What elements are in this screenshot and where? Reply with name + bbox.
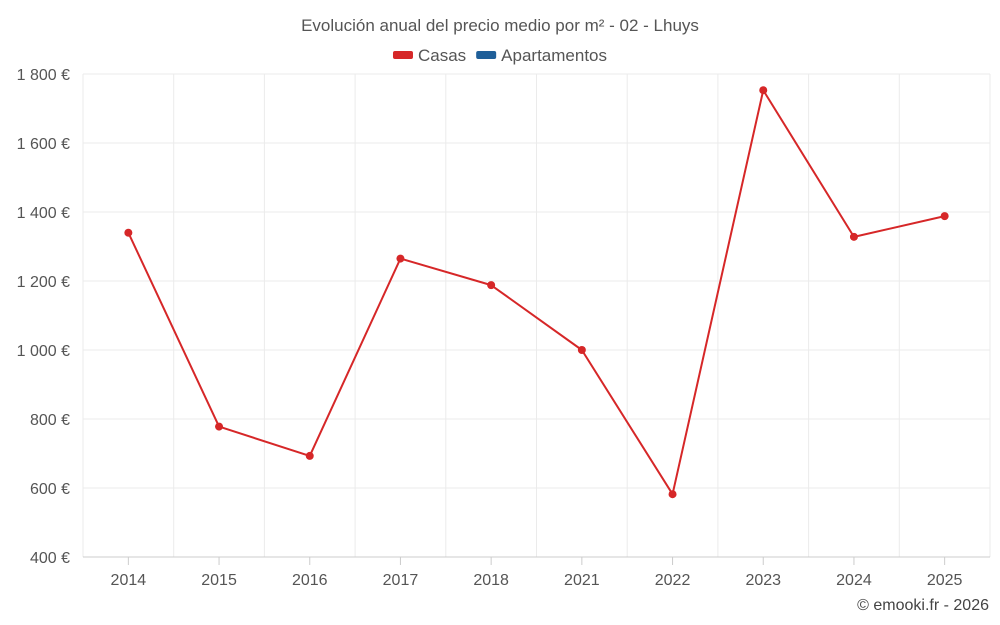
x-tick-label: 2022 bbox=[655, 572, 691, 589]
data-point[interactable] bbox=[396, 254, 405, 263]
x-tick-label: 2021 bbox=[564, 572, 600, 589]
data-point[interactable] bbox=[305, 451, 314, 460]
axis-layer: 400 € 600 € 800 € 1 000 € 1 200 € 1 400 € 1 60… bbox=[17, 67, 990, 589]
data-point[interactable] bbox=[668, 490, 677, 499]
data-point[interactable] bbox=[215, 422, 224, 431]
legend-item-apartamentos[interactable]: Apartamentos bbox=[476, 46, 607, 65]
data-point[interactable] bbox=[759, 86, 768, 95]
data-point[interactable] bbox=[940, 212, 949, 221]
legend-item-casas[interactable]: Casas bbox=[392, 46, 466, 65]
y-tick-label: 1 200 € bbox=[17, 274, 70, 291]
y-tick-label: 1 400 € bbox=[17, 205, 70, 222]
legend-swatch bbox=[392, 51, 413, 59]
legend-swatch bbox=[476, 51, 497, 59]
legend[interactable]: Casas Apartamentos bbox=[392, 46, 607, 65]
legend-label: Casas bbox=[418, 46, 466, 65]
x-tick-label: 2016 bbox=[292, 572, 328, 589]
chart-credit: © emooki.fr - 2026 bbox=[857, 597, 989, 614]
y-tick-label: 800 € bbox=[30, 412, 70, 429]
legend-label: Apartamentos bbox=[501, 46, 607, 65]
x-tick-label: 2025 bbox=[927, 572, 963, 589]
data-point[interactable] bbox=[577, 346, 586, 354]
y-tick-label: 400 € bbox=[30, 550, 70, 567]
series-layer bbox=[124, 86, 949, 499]
x-tick-label: 2024 bbox=[836, 572, 872, 589]
grid-layer bbox=[82, 73, 991, 557]
chart-title: Evolución anual del precio medio por m² … bbox=[301, 16, 699, 35]
x-tick-label: 2015 bbox=[201, 572, 237, 589]
x-tick-label: 2017 bbox=[383, 572, 419, 589]
x-tick-label: 2023 bbox=[745, 572, 781, 589]
data-point[interactable] bbox=[849, 232, 858, 241]
x-tick-label: 2014 bbox=[111, 572, 147, 589]
y-tick-label: 1 000 € bbox=[17, 343, 70, 360]
y-tick-label: 1 800 € bbox=[17, 67, 70, 84]
data-point[interactable] bbox=[124, 228, 133, 237]
data-point[interactable] bbox=[487, 281, 496, 290]
series-line-casas bbox=[127, 89, 945, 496]
y-tick-label: 1 600 € bbox=[17, 136, 70, 153]
y-tick-label: 600 € bbox=[30, 481, 70, 498]
x-tick-label: 2018 bbox=[473, 572, 509, 589]
